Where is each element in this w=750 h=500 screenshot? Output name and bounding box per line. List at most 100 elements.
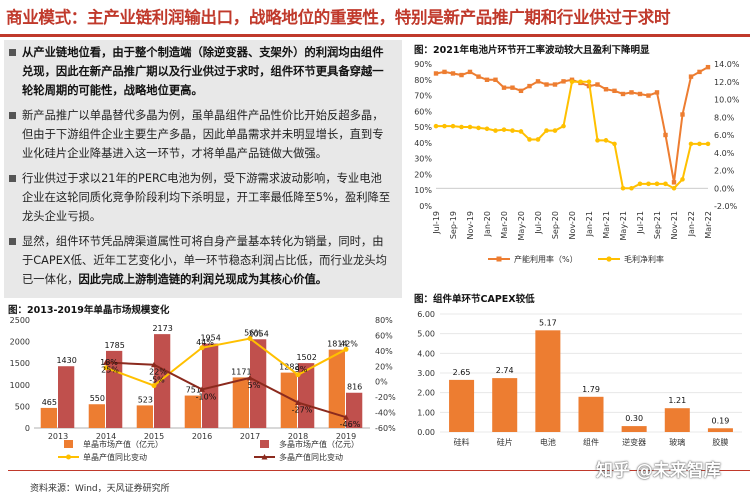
x-tick-label: 组件 — [583, 437, 599, 447]
bar — [154, 334, 171, 428]
data-point — [476, 74, 481, 79]
bullet-square-icon — [9, 175, 16, 182]
series-line — [105, 337, 347, 387]
line-value-label: 44% — [196, 338, 214, 347]
x-tick-label: Mar-20 — [500, 211, 509, 239]
chart2-mono-vs-multi-market: 0 500 1000 1500 2000 2500 -60% -40% -20% 0% 20% 40%… — [10, 316, 396, 462]
chart2-caption: 图：2013-2019年单晶市场规模变化 — [8, 305, 170, 316]
data-point — [688, 74, 694, 79]
data-point — [501, 85, 507, 90]
bar-value-label: 1171 — [231, 367, 251, 376]
y-tick-label: 3.00 — [417, 369, 435, 378]
data-point — [629, 90, 634, 95]
data-point — [501, 127, 507, 132]
chart1-utilization-vs-margin: 0% 10% 20% 30% 40% 50% 60% 70% 80% 90% -2.0% 0.0% 2.… — [414, 60, 740, 264]
data-point — [476, 125, 481, 131]
y-right-tick-label: -60% — [375, 424, 396, 433]
bar — [664, 408, 690, 432]
data-point — [586, 79, 592, 85]
x-tick-label: 2019 — [336, 432, 356, 441]
bar-value-label: 523 — [138, 395, 153, 404]
y-left-tick-label: 40% — [414, 139, 432, 148]
chart1-caption: 图：2021年电池片环节开工率波动较大且盈利下降明显 — [414, 45, 650, 56]
data-point — [527, 83, 532, 89]
y-left-tick-label: 20% — [414, 170, 432, 179]
line-value-label: 22% — [149, 368, 167, 377]
footer-divider — [8, 470, 750, 471]
y-right-tick-label: 0.0% — [714, 184, 735, 193]
bar-value-label: 0.19 — [712, 416, 730, 425]
data-point — [459, 124, 464, 130]
x-tick-label: 硅片 — [497, 437, 513, 447]
watermark-text: 知乎 @未来智库 — [596, 461, 721, 481]
y-left-tick-label: 30% — [414, 155, 432, 164]
legend-label: 毛利净利率 — [624, 254, 664, 264]
x-tick-label: May-20 — [517, 211, 526, 240]
x-tick-label: 2013 — [48, 432, 68, 441]
data-point — [199, 345, 205, 351]
data-point — [151, 383, 157, 389]
data-point — [629, 185, 634, 191]
x-tick-label: Jan-20 — [483, 211, 492, 237]
line-value-label: -10% — [196, 392, 217, 401]
bar — [449, 379, 475, 432]
y-left-tick-label: 500 — [15, 402, 30, 411]
bullet-1-bold: 从产业链地位看，由于整个制造端（除逆变器、支架外）的利润均由组件兑现，因此在新产… — [22, 46, 384, 97]
data-point — [493, 77, 498, 82]
legend-swatch — [64, 440, 73, 448]
data-point — [552, 82, 558, 87]
data-point — [103, 365, 109, 371]
y-right-tick-label: 80% — [375, 316, 393, 325]
bar-value-label: 2.74 — [496, 366, 514, 375]
data-point — [535, 137, 541, 142]
data-point — [697, 141, 702, 147]
legend-marker — [66, 454, 71, 460]
data-point — [705, 64, 711, 70]
data-point — [295, 372, 301, 378]
y-right-tick-label: 6.0% — [714, 131, 735, 140]
bullet-square-icon — [9, 238, 16, 245]
y-right-tick-label: 40% — [375, 347, 393, 356]
data-point — [688, 141, 694, 147]
bullet-3-text: 行业供过于求以21年的PERC电池为例，受下游需求波动影响，专业电池企业在这轮同… — [22, 172, 391, 223]
data-point — [467, 69, 473, 75]
bar — [58, 366, 75, 428]
y-right-tick-label: -20% — [375, 393, 396, 402]
data-point — [637, 181, 643, 187]
data-point — [535, 79, 541, 84]
data-point — [151, 361, 157, 368]
chart3-capex-by-segment: 0.00 1.00 2.00 3.00 4.00 5.00 6.00 2.65 硅料 2.74 硅片… — [417, 310, 742, 447]
bar-value-label: 5.17 — [539, 318, 557, 327]
bar — [707, 428, 733, 432]
bar — [40, 407, 57, 428]
y-left-tick-label: 70% — [414, 92, 432, 101]
data-point — [620, 185, 626, 191]
data-point — [527, 137, 532, 142]
line-value-label: 5% — [248, 381, 261, 390]
data-point — [569, 79, 575, 85]
y-right-tick-label: 4.0% — [714, 149, 735, 158]
y-tick-label: 4.00 — [417, 349, 435, 358]
legend-label: 多晶产值同比变动 — [279, 452, 343, 462]
x-tick-label: Jul-19 — [432, 211, 441, 235]
bar — [280, 372, 297, 428]
bar — [298, 363, 315, 428]
data-point — [484, 77, 490, 82]
legend-swatch — [260, 440, 269, 448]
data-point — [578, 79, 583, 85]
y-right-tick-label: 8.0% — [714, 113, 735, 122]
data-point — [247, 374, 253, 381]
data-point — [544, 82, 549, 87]
bar-value-label: 550 — [90, 394, 105, 403]
x-tick-label: Mar-21 — [602, 211, 611, 239]
x-tick-label: Sep-19 — [449, 211, 458, 239]
bar-value-label: 751 — [186, 386, 201, 395]
bar-value-label: 1.21 — [668, 396, 686, 405]
data-point — [680, 112, 685, 117]
page-title: 商业模式：主产业链利润输出口，战略地位的重要性，特别是新产品推广期和行业供过于求… — [6, 8, 671, 27]
y-left-tick-label: 2500 — [10, 316, 30, 325]
y-right-tick-label: -40% — [375, 409, 396, 418]
data-point — [663, 132, 668, 138]
x-tick-label: Jan-21 — [585, 211, 594, 237]
y-left-tick-label: 0% — [419, 202, 432, 211]
